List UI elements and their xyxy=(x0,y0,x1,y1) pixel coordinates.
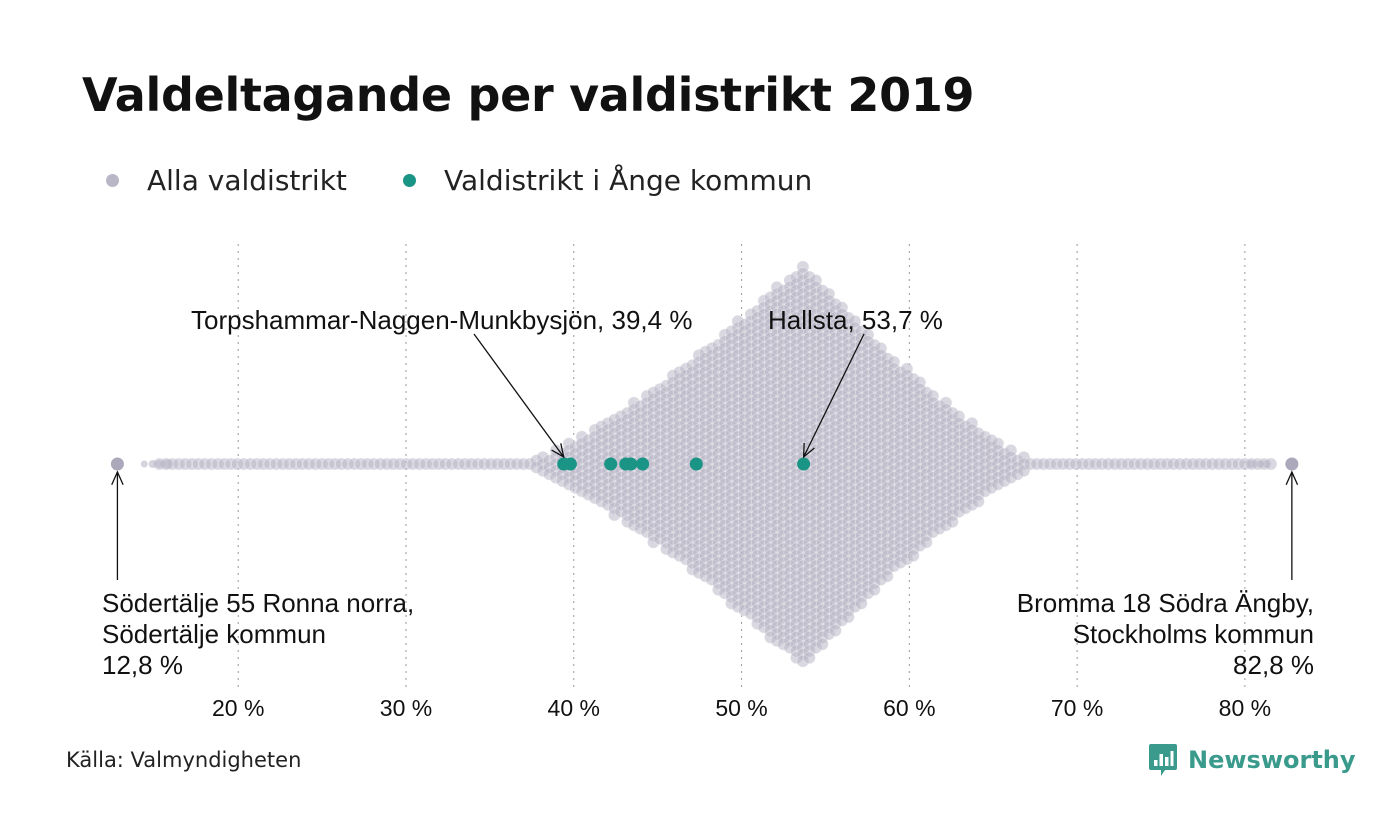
annotation-min-line3: 12,8 % xyxy=(102,650,183,680)
ange-dot-5 xyxy=(636,457,650,471)
annotation-min-district: Södertälje 55 Ronna norra, Södertälje ko… xyxy=(102,588,414,681)
ange-dot-4 xyxy=(624,457,638,471)
ange-dot-7 xyxy=(797,457,811,471)
annotation-torpshammar: Torpshammar-Naggen-Munkbysjön, 39,4 % xyxy=(191,305,693,335)
x-tick-labels: 20 % 30 % 40 % 50 % 60 % 70 % 80 % xyxy=(212,695,1271,721)
arrow-torpshammar-line xyxy=(473,333,565,458)
swarm-dot xyxy=(816,637,829,651)
swarm-dot xyxy=(907,549,920,563)
x-tick-label-50: 50 % xyxy=(715,695,767,721)
grid-lines xyxy=(237,244,1246,690)
arrow-hallsta-head xyxy=(802,442,815,459)
swarm-dot xyxy=(972,494,985,508)
swarm-dot-tail xyxy=(1247,460,1256,468)
swarm-dot-max xyxy=(1285,457,1299,471)
annotation-max-line3: 82,8 % xyxy=(1233,650,1314,680)
newsworthy-logo-icon xyxy=(1149,744,1177,776)
brand-logo: Newsworthy xyxy=(1148,742,1356,778)
annotation-min-line2: Södertälje kommun xyxy=(102,619,326,649)
page-title: Valdeltagande per valdistrikt 2019 xyxy=(82,68,975,122)
arrow-min-head xyxy=(111,470,124,486)
annotation-arrows xyxy=(111,333,1299,580)
x-tick-label-60: 60 % xyxy=(883,695,935,721)
arrow-min xyxy=(111,470,124,580)
source-note: Källa: Valmyndigheten xyxy=(66,748,302,772)
swarm-dot xyxy=(855,597,868,610)
x-tick-label-20: 20 % xyxy=(212,695,264,721)
brand-name: Newsworthy xyxy=(1188,746,1356,774)
swarm-all-districts xyxy=(110,260,1299,668)
swarm-dot-tail xyxy=(155,460,164,468)
swarm-dot xyxy=(868,583,881,597)
legend-label-all: Alla valdistrikt xyxy=(147,163,347,197)
arrow-max-head xyxy=(1285,470,1299,486)
arrow-hallsta-line xyxy=(803,333,865,458)
annotation-max-district: Bromma 18 Södra Ängby, Stockholms kommun… xyxy=(1017,588,1314,681)
x-tick-label-30: 30 % xyxy=(380,695,432,721)
legend-item-ange: Valdistrikt i Ånge kommun xyxy=(403,158,812,202)
arrow-max xyxy=(1285,470,1299,580)
annotation-min-line1: Södertälje 55 Ronna norra, xyxy=(102,588,415,618)
swarm-dot-tail xyxy=(1256,460,1264,468)
legend-dot-ange xyxy=(403,173,416,187)
swarm-dot xyxy=(842,610,855,624)
legend-label-ange: Valdistrikt i Ånge kommun xyxy=(444,163,813,197)
swarm-dot-tail xyxy=(148,460,157,468)
swarm-dot-tail xyxy=(1262,460,1271,468)
legend-item-all: Alla valdistrikt xyxy=(106,158,347,202)
ange-dot-2 xyxy=(604,457,618,471)
x-tick-label-40: 40 % xyxy=(548,695,600,721)
x-tick-label-70: 70 % xyxy=(1051,695,1103,721)
annotation-hallsta: Hallsta, 53,7 % xyxy=(768,305,943,335)
arrow-hallsta xyxy=(802,333,865,459)
swarm-dot xyxy=(881,569,894,583)
annotation-max-line2: Stockholms kommun xyxy=(1072,619,1314,649)
arrow-torpshammar-head xyxy=(551,443,565,459)
swarm-dot-tail xyxy=(162,459,173,469)
legend-dot-all xyxy=(106,173,119,187)
swarm-dot xyxy=(803,651,816,665)
swarm-dot-min xyxy=(110,457,124,471)
swarm-dot xyxy=(946,515,959,529)
swarm-dot xyxy=(920,535,933,549)
swarm-dot-tail xyxy=(140,460,148,468)
x-tick-label-80: 80 % xyxy=(1219,695,1271,721)
ange-dot-6 xyxy=(689,457,703,471)
annotation-max-line1: Bromma 18 Södra Ängby, xyxy=(1016,588,1314,618)
ange-dot-1 xyxy=(563,457,577,471)
swarm-dot xyxy=(829,624,842,637)
swarm-ange-districts xyxy=(557,457,811,471)
arrow-torpshammar xyxy=(473,333,565,459)
